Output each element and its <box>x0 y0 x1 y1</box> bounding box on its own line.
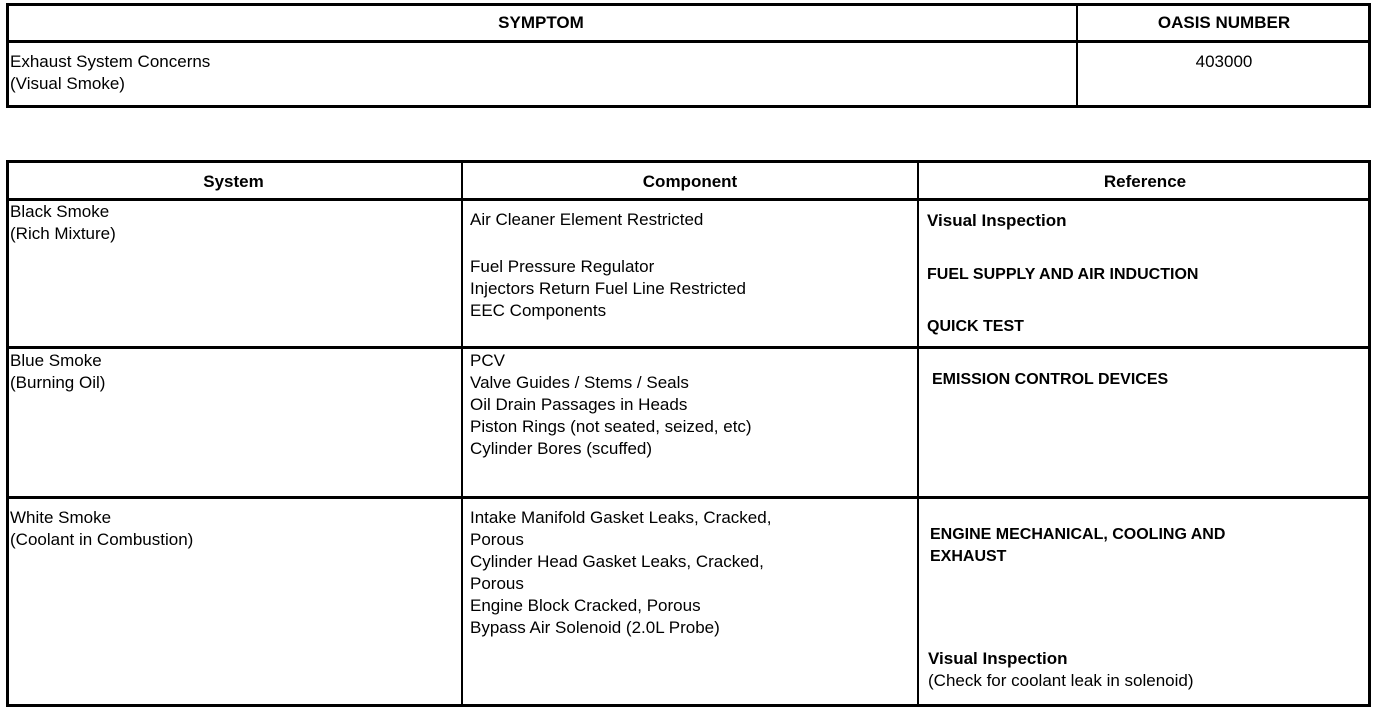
oasis-number: 403000 <box>1195 52 1253 71</box>
system-cell: Black Smoke (Rich Mixture) <box>10 201 116 245</box>
component-cell: Intake Manifold Gasket Leaks, Cracked, P… <box>470 507 771 639</box>
component-line: Valve Guides / Stems / Seals <box>470 373 689 392</box>
system-cell: White Smoke (Coolant in Combustion) <box>10 507 193 551</box>
reference-text: QUICK TEST <box>927 318 1024 335</box>
component-line: Piston Rings (not seated, seized, etc) <box>470 417 752 436</box>
reference-text: Visual Inspection <box>927 211 1067 230</box>
reference-header: Reference <box>1103 172 1187 191</box>
row-divider <box>6 346 1371 349</box>
component-line: EEC Components <box>470 301 607 320</box>
symptom-header: SYMPTOM <box>498 13 584 32</box>
system-line: Blue Smoke <box>10 351 102 370</box>
symptom-header-divider <box>6 40 1371 43</box>
component-line: Porous <box>470 574 524 593</box>
component-line: Fuel Pressure Regulator <box>470 257 655 276</box>
symptom-line: (Visual Smoke) <box>10 74 125 93</box>
system-line: White Smoke <box>10 508 112 527</box>
reference-line: Visual Inspection <box>928 649 1068 668</box>
symptom-table <box>6 3 1371 108</box>
row-divider <box>6 496 1371 499</box>
component-line: PCV <box>470 351 505 370</box>
system-line: (Coolant in Combustion) <box>10 530 194 549</box>
system-line: (Rich Mixture) <box>10 224 116 243</box>
reference-text: EMISSION CONTROL DEVICES <box>932 371 1169 388</box>
system-header: System <box>203 172 264 191</box>
system-cell: Blue Smoke (Burning Oil) <box>10 350 105 394</box>
component-line: Oil Drain Passages in Heads <box>470 395 688 414</box>
reference-text: FUEL SUPPLY AND AIR INDUCTION <box>927 266 1199 283</box>
component-line: Cylinder Bores (scuffed) <box>470 439 653 458</box>
component-cell: Air Cleaner Element Restricted <box>470 209 703 231</box>
reference-line: EXHAUST <box>930 548 1007 565</box>
column-divider <box>461 160 463 707</box>
symptom-column-divider <box>1076 3 1078 108</box>
symptom-line: Exhaust System Concerns <box>10 52 211 71</box>
component-cell: Fuel Pressure Regulator Injectors Return… <box>470 256 746 322</box>
component-header: Component <box>642 172 738 191</box>
component-line: Intake Manifold Gasket Leaks, Cracked, <box>470 508 772 527</box>
column-divider <box>917 160 919 707</box>
header-divider <box>6 198 1371 201</box>
component-line: Injectors Return Fuel Line Restricted <box>470 279 746 298</box>
component-line: Cylinder Head Gasket Leaks, Cracked, <box>470 552 764 571</box>
reference-line: ENGINE MECHANICAL, COOLING AND <box>930 526 1226 543</box>
system-line: (Burning Oil) <box>10 373 106 392</box>
reference-text: Visual Inspection (Check for coolant lea… <box>928 648 1194 692</box>
reference-line: (Check for coolant leak in solenoid) <box>928 671 1194 690</box>
oasis-number-header: OASIS NUMBER <box>1157 13 1291 32</box>
component-line: Engine Block Cracked, Porous <box>470 596 701 615</box>
component-line: Bypass Air Solenoid (2.0L Probe) <box>470 618 720 637</box>
component-line: Air Cleaner Element Restricted <box>470 210 704 229</box>
system-line: Black Smoke <box>10 202 110 221</box>
reference-text: ENGINE MECHANICAL, COOLING AND EXHAUST <box>930 524 1225 568</box>
component-line: Porous <box>470 530 524 549</box>
diagnosis-table <box>6 160 1371 707</box>
component-cell: PCV Valve Guides / Stems / Seals Oil Dra… <box>470 350 752 460</box>
